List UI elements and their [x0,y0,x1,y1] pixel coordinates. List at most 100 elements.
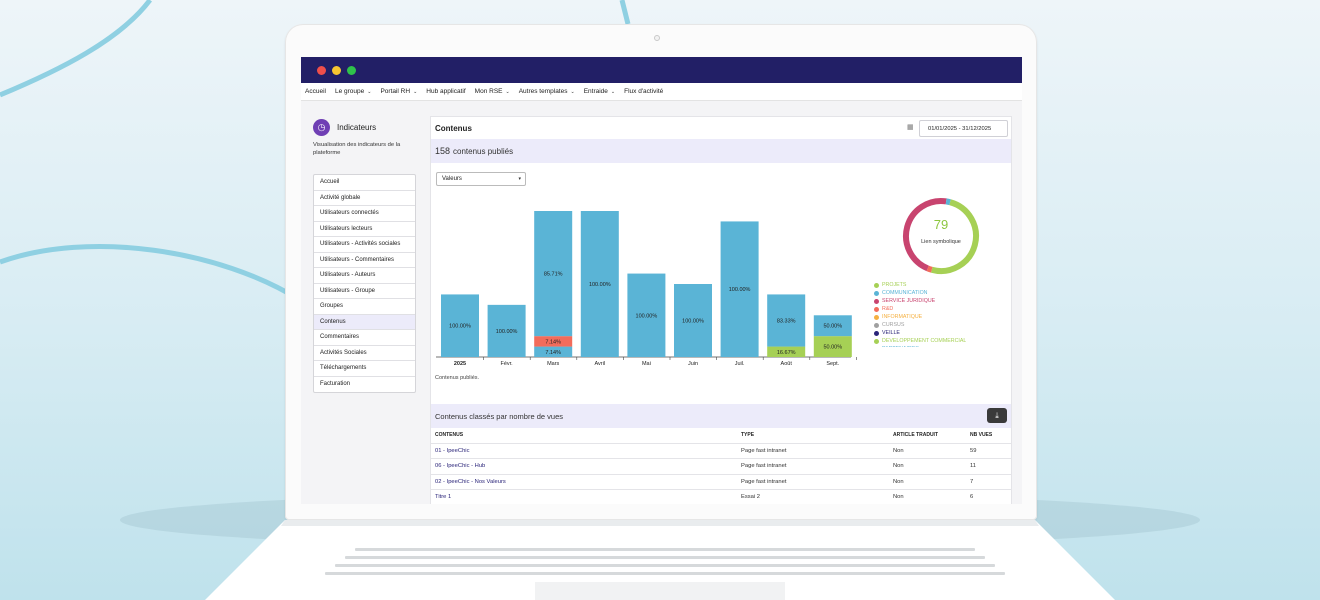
bar-Mai-seg-0[interactable] [627,273,666,357]
indicators-sidebar: ◷ Indicateurs Visualisation des indicate… [313,119,416,393]
bar-Août-seg-0[interactable] [767,346,806,357]
x-tick-label: Sept. [826,361,839,367]
minimize-window-button[interactable] [332,65,341,75]
bar-Sept.-seg-0[interactable] [813,336,852,357]
bar-Mars-seg-2[interactable] [534,211,573,337]
content-link[interactable]: 06 - IpeeChic - Hub [435,463,486,470]
nav-item-2[interactable]: Portail RH ⌄ [380,88,417,95]
chevron-down-icon: ⌄ [505,88,510,95]
sidebar-item-12[interactable]: Téléchargements [314,361,415,377]
sidebar-item-13[interactable]: Facturation [320,381,351,388]
content-link[interactable]: 01 - IpeeChic [435,447,470,454]
bar-data-label: 100.00% [449,324,471,330]
donut-segment-0[interactable] [900,195,982,277]
content-link[interactable]: 02 - IpeeChic - Nos Valeurs [435,478,506,485]
table-cell: 7 [970,478,974,485]
download-icon: ⤓ [995,410,999,420]
contents-panel: Contenus ▦ 01/01/2025 - 31/12/2025 158 c… [430,116,1012,504]
panel-header: Contenus ▦ 01/01/2025 - 31/12/2025 [431,117,1011,139]
page-content: ◷ Indicateurs Visualisation des indicate… [301,101,1022,504]
close-window-button[interactable] [317,65,326,75]
donut-chart: 79 Lien symbolique [900,195,982,277]
donut-segment-2[interactable] [900,195,982,277]
bar-data-label: 50.00% [823,324,842,330]
sidebar-item-2[interactable]: Utilisateurs connectés [314,206,415,222]
sidebar-item-9[interactable]: Contenus [314,314,415,330]
window-titlebar [301,57,1022,83]
x-tick-label: 2025 [454,361,466,367]
table-header-cell: ARTICLE TRADUIT [893,432,938,439]
donut-label: Lien symbolique [921,239,961,245]
donut-segment-3[interactable] [900,195,982,277]
maximize-window-button[interactable] [347,65,356,75]
nav-item-3[interactable]: Hub applicatif [426,88,465,95]
legend-item[interactable]: VEILLE [874,329,966,337]
bar-data-label: 85.71% [544,272,563,278]
gauge-icon: ◷ [313,119,330,136]
panel-title: Contenus [435,123,472,133]
sidebar-item-10[interactable]: Commentaires [314,330,415,346]
content-count-label: contenus publiés [453,146,514,156]
content-link[interactable]: Titre 1 [435,494,452,501]
nav-item-label: Entraide [583,88,608,95]
nav-item-7[interactable]: Flux d'activité [624,88,663,95]
donut-legend: PROJETS COMMUNICATION SERVICE JURIDIQUE R&D… [874,281,966,347]
nav-item-6[interactable]: Entraide ⌄ [584,88,615,95]
bar-data-label: 100.00% [682,319,704,325]
legend-item[interactable]: R&D [874,305,966,313]
sidebar-item-5[interactable]: Utilisateurs - Commentaires [314,253,415,268]
table-cell: Non [893,463,904,470]
nav-item-5[interactable]: Autres templates ⌄ [519,88,575,95]
table-cell: Page fast intranet [741,478,787,485]
nav-item-0[interactable]: Accueil [305,88,326,95]
sidebar-item-3[interactable]: Utilisateurs lecteurs [314,222,415,237]
table-head-row: CONTENUS TYPE ARTICLE TRADUIT NB VUES [431,428,1011,444]
sidebar-item-1[interactable]: Activité globale [314,191,415,206]
nav-item-label: Hub applicatif [426,88,466,95]
x-tick-label: Juil. [735,361,745,367]
legend-item[interactable]: DEVELOPPEMENT COMMERCIAL [874,337,966,345]
bar-Mars-seg-0[interactable] [534,346,573,357]
table-header-cell: CONTENUS [435,432,464,439]
laptop-screen: Accueil Le groupe ⌄ Portail RH ⌄ Hub applicat… [301,57,1022,504]
legend-item[interactable]: COMMUNICATION [874,289,966,297]
nav-item-4[interactable]: Mon RSE ⌄ [475,88,510,95]
bar-Juin-seg-0[interactable] [674,284,712,357]
sidebar-item-8[interactable]: Groupes [314,299,415,315]
legend-item[interactable]: PARTENAIRES [874,345,966,347]
bar-data-label: 16.67% [777,350,796,356]
legend-item[interactable]: CURSUS [874,321,966,329]
sidebar-item-0[interactable]: Accueil [314,175,415,191]
calendar-icon[interactable]: ▦ [907,124,914,131]
bar-Août-seg-1[interactable] [767,294,806,347]
sidebar-item-4[interactable]: Utilisateurs - Activités sociales [314,237,415,253]
indicators-description: Visualisation des indicateurs de la plat… [313,142,401,156]
values-select[interactable]: Valeurs ▾ [436,172,526,186]
sidebar-item-7[interactable]: Utilisateurs - Groupe [314,284,415,299]
bar-2025-seg-0[interactable] [441,294,479,357]
nav-item-1[interactable]: Le groupe ⌄ [335,88,371,95]
bar-Sept.-seg-1[interactable] [813,315,852,337]
legend-label: COMMUNICATION [882,290,928,296]
donut-segment-1[interactable] [900,195,982,277]
legend-label: PARTENAIRES [882,346,919,347]
bar-Avril-seg-0[interactable] [580,211,619,357]
legend-item[interactable]: PROJETS [874,281,966,289]
bar-Juil.-seg-0[interactable] [720,221,759,357]
bar-Mars-seg-1[interactable] [534,336,573,347]
nav-item-label: Accueil [305,88,326,95]
table-row: 06 - IpeeChic - Hub Page fast intranet Non… [431,459,1011,475]
indicators-header: ◷ Indicateurs [313,119,416,136]
sidebar-item-11[interactable]: Activités Sociales [314,346,415,361]
legend-item[interactable]: SERVICE JURIDIQUE [874,297,966,305]
legend-item[interactable]: INFORMATIQUE [874,313,966,321]
legend-dot [874,282,879,288]
sidebar-item-6[interactable]: Utilisateurs - Auteurs [314,268,415,284]
bar-Févr.-seg-0[interactable] [487,304,526,357]
date-range-input[interactable]: 01/01/2025 - 31/12/2025 [919,120,1008,137]
table-header-cell: TYPE [741,432,755,439]
donut-value: 79 [933,217,949,232]
download-button[interactable]: ⤓ [987,408,1007,423]
table-header-cell: NB VUES [970,432,993,439]
legend-dot [874,330,879,336]
